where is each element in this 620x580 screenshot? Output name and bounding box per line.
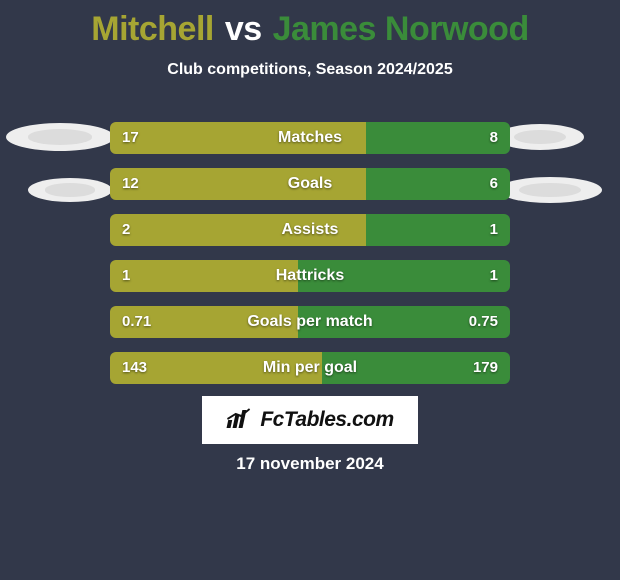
stat-label: Min per goal	[110, 352, 510, 384]
stat-label: Matches	[110, 122, 510, 154]
stat-row: 1Hattricks1	[110, 260, 510, 292]
player1-name: Mitchell	[91, 10, 214, 48]
stat-row: 0.71Goals per match0.75	[110, 306, 510, 338]
comparison-title: Mitchell vs James Norwood	[0, 0, 620, 49]
date-text: 17 november 2024	[0, 454, 620, 474]
stat-value-player2: 1	[490, 260, 498, 292]
stat-label: Goals	[110, 168, 510, 200]
stat-label: Assists	[110, 214, 510, 246]
logo-text: FcTables.com	[260, 408, 393, 432]
decorative-ellipse	[28, 178, 112, 202]
vs-text: vs	[225, 10, 262, 48]
player2-name: James Norwood	[273, 10, 529, 48]
stats-rows: 17Matches812Goals62Assists11Hattricks10.…	[110, 122, 510, 398]
logo-box: FcTables.com	[202, 396, 418, 444]
stat-row: 2Assists1	[110, 214, 510, 246]
stat-value-player2: 8	[490, 122, 498, 154]
decorative-ellipse	[498, 177, 602, 203]
stat-value-player2: 1	[490, 214, 498, 246]
subtitle: Club competitions, Season 2024/2025	[0, 61, 620, 79]
stat-label: Hattricks	[110, 260, 510, 292]
stat-value-player2: 0.75	[469, 306, 498, 338]
stat-label: Goals per match	[110, 306, 510, 338]
chart-icon	[226, 407, 254, 434]
stat-row: 12Goals6	[110, 168, 510, 200]
stat-value-player2: 6	[490, 168, 498, 200]
stat-value-player2: 179	[473, 352, 498, 384]
decorative-ellipse	[6, 123, 114, 151]
stat-row: 17Matches8	[110, 122, 510, 154]
stat-row: 143Min per goal179	[110, 352, 510, 384]
